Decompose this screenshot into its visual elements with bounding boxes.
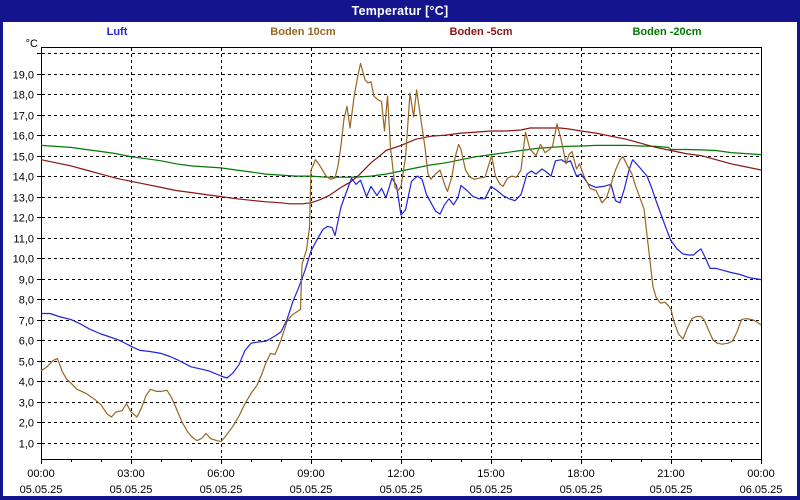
y-tick-label: 1,0: [19, 439, 34, 451]
x-tick-date-label: 05.05.25: [650, 484, 693, 496]
x-tick-date-label: 05.05.25: [110, 484, 153, 496]
series-luft: [41, 159, 762, 379]
y-tick-label: 8,0: [19, 295, 34, 307]
y-tick-label: 2,0: [19, 418, 34, 430]
y-tick-label: 4,0: [19, 377, 34, 389]
x-tick-time-label: 00:00: [747, 468, 775, 480]
x-tick-time-label: 06:00: [207, 468, 235, 480]
title-bar: Temperatur [°C]: [3, 0, 797, 22]
x-tick-date-label: 06.05.25: [740, 484, 783, 496]
legend-item-boden-10cm: Boden 10cm: [270, 26, 336, 38]
legend: Luft Boden 10cm Boden -5cm Boden -20cm: [3, 24, 797, 40]
y-axis-unit-label: °C: [25, 38, 38, 50]
y-tick-label: 9,0: [19, 275, 34, 287]
y-tick-label: 11,0: [13, 234, 34, 246]
y-tick-label: 13,0: [13, 193, 34, 205]
x-tick-time-label: 15:00: [477, 468, 505, 480]
y-tick-label: 14,0: [13, 172, 34, 184]
y-tick-label: 5,0: [19, 357, 34, 369]
series-boden-10cm: [40, 62, 762, 443]
x-tick-date-label: 05.05.25: [290, 484, 333, 496]
y-tick-label: 6,0: [19, 336, 34, 348]
x-tick-date-label: 05.05.25: [200, 484, 243, 496]
x-tick-date-label: 05.05.25: [20, 484, 63, 496]
legend-item-boden-minus5cm: Boden -5cm: [449, 26, 513, 38]
temperature-chart: 1,0 2,0 3,0 4,0 5,0 6,0 7,0 8,0 9,0 10,0 11,0 12,0 1…: [13, 47, 783, 496]
x-tick-date-label: 05.05.25: [560, 484, 603, 496]
legend-item-luft: Luft: [106, 26, 128, 38]
x-tick-date-label: 05.05.25: [470, 484, 513, 496]
x-tick-date-label: 05.05.25: [380, 484, 423, 496]
y-tick-label: 16,0: [13, 131, 34, 143]
y-tick-label: 12,0: [13, 213, 34, 225]
y-tick-label: 15,0: [13, 152, 34, 164]
y-tick-label: 7,0: [19, 316, 34, 328]
plot-border: [41, 47, 762, 460]
y-tick-label: 17,0: [13, 111, 34, 123]
x-tick-time-label: 12:00: [387, 468, 415, 480]
x-tick-time-label: 03:00: [117, 468, 145, 480]
page-title: Temperatur [°C]: [351, 4, 449, 18]
y-tick-label: 10,0: [13, 254, 34, 266]
y-tick-label: 19,0: [13, 70, 34, 82]
legend-item-boden-minus20cm: Boden -20cm: [632, 26, 702, 38]
series-boden-5cm: [40, 127, 762, 205]
x-tick-time-label: 18:00: [567, 468, 595, 480]
y-tick-label: 3,0: [19, 398, 34, 410]
x-tick-time-label: 09:00: [297, 468, 325, 480]
x-tick-time-label: 21:00: [657, 468, 685, 480]
x-tick-time-label: 00:00: [27, 468, 55, 480]
y-tick-label: 18,0: [13, 90, 34, 102]
